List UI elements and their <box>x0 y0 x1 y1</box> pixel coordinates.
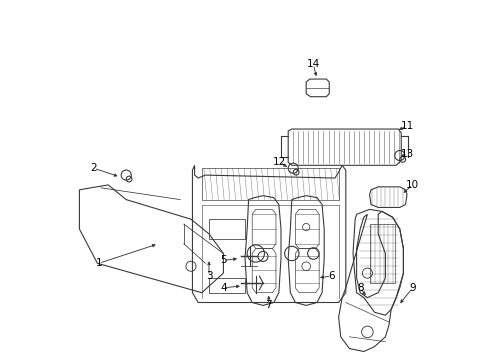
Bar <box>209 278 245 293</box>
Text: 3: 3 <box>206 271 212 281</box>
Text: 9: 9 <box>410 283 416 293</box>
Text: 7: 7 <box>266 301 272 310</box>
Text: 1: 1 <box>96 258 102 268</box>
Text: 5: 5 <box>220 255 227 265</box>
Text: 13: 13 <box>400 149 414 158</box>
Text: 14: 14 <box>307 59 320 69</box>
Bar <box>209 219 245 239</box>
Text: 6: 6 <box>328 271 335 281</box>
Text: 11: 11 <box>400 121 414 131</box>
Text: 8: 8 <box>357 283 364 293</box>
Text: 12: 12 <box>273 157 286 167</box>
Text: 10: 10 <box>406 180 419 190</box>
Text: 4: 4 <box>220 283 227 293</box>
Text: 2: 2 <box>91 163 97 173</box>
